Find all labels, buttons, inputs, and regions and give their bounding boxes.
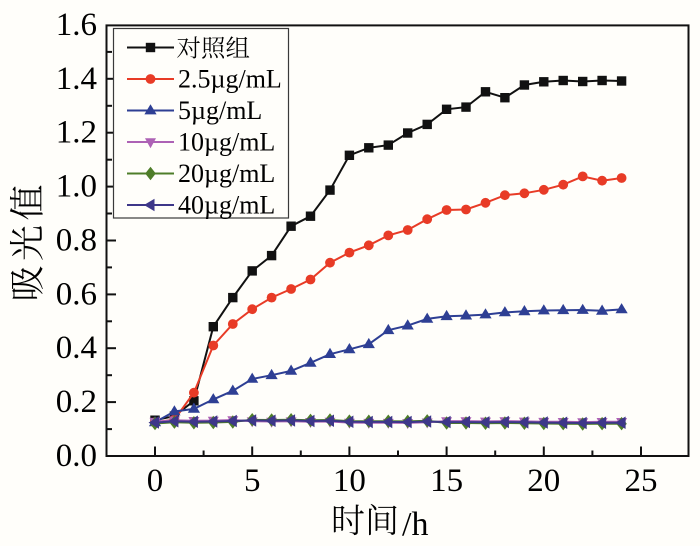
svg-text:1.0: 1.0 [56,169,97,205]
svg-text:/h: /h [402,506,428,543]
svg-text:1.6: 1.6 [56,7,97,43]
svg-text:10µg/mL: 10µg/mL [178,128,275,157]
svg-text:0.4: 0.4 [56,330,97,366]
svg-text:1.2: 1.2 [56,115,97,151]
svg-text:0.0: 0.0 [56,438,97,474]
svg-text:10: 10 [333,463,366,499]
svg-text:0.6: 0.6 [56,276,97,312]
svg-text:5: 5 [244,463,261,499]
svg-text:1.4: 1.4 [56,61,97,97]
svg-text:15: 15 [430,463,463,499]
svg-text:0.8: 0.8 [56,223,97,259]
svg-text:40µg/mL: 40µg/mL [178,191,275,220]
svg-text:5µg/mL: 5µg/mL [178,96,262,125]
svg-text:0.2: 0.2 [56,384,97,420]
svg-text:2.5µg/mL: 2.5µg/mL [178,65,282,94]
svg-text:20µg/mL: 20µg/mL [178,159,275,188]
svg-text:25: 25 [625,463,658,499]
svg-text:20: 20 [527,463,560,499]
svg-text:0: 0 [147,463,164,499]
